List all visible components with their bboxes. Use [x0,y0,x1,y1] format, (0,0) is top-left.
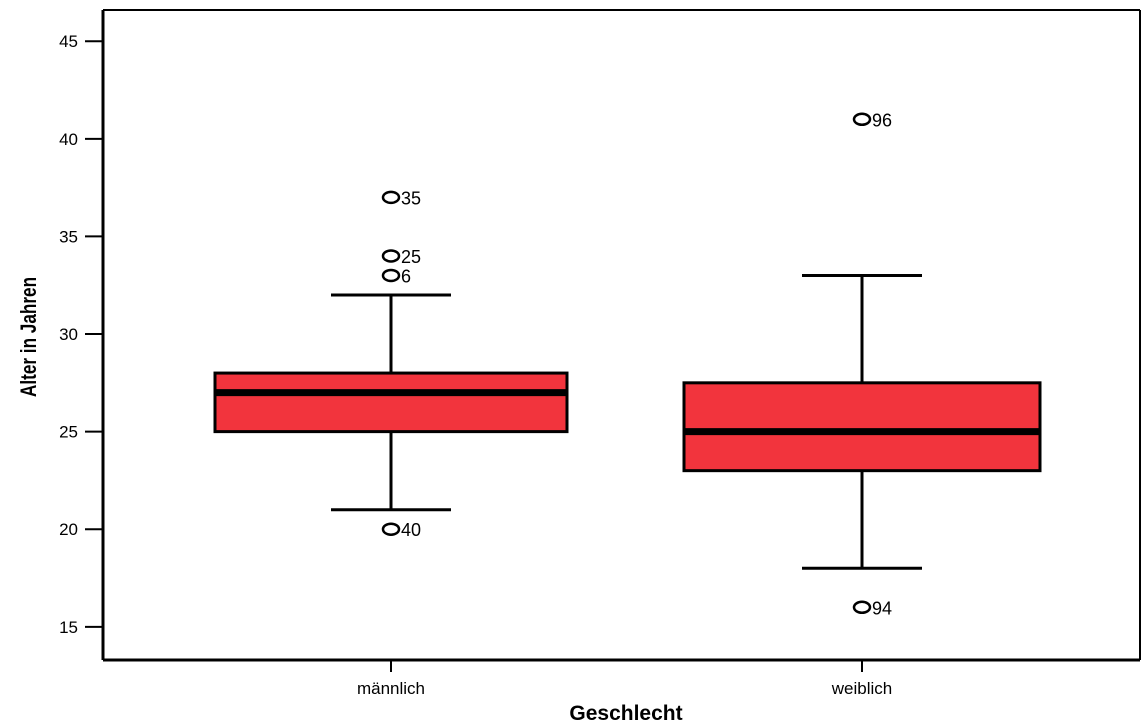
iqr-box [213,371,569,434]
outlier-label: 6 [401,266,411,286]
box-weiblich: 96 94 [682,110,1042,618]
x-tick-label: männlich [357,679,425,698]
y-axis-title: Alter in Jahren [17,277,42,397]
y-tick-label: 15 [59,618,78,637]
y-tick-label: 35 [59,227,78,246]
outlier-marker [381,522,401,536]
outlier-label: 35 [401,188,421,208]
iqr-box [682,381,1042,473]
y-tick-label: 30 [59,325,78,344]
outlier-label: 25 [401,247,421,267]
outlier-label: 40 [401,520,421,540]
outlier-marker [381,268,401,283]
outlier-label: 94 [872,598,892,618]
outlier-marker [852,112,872,127]
y-tick-label: 40 [59,130,78,149]
y-tick-label: 25 [59,423,78,442]
y-tick-label: 20 [59,520,78,539]
x-axis-title: Geschlecht [569,702,682,724]
outlier-marker [381,190,401,205]
y-tick-label: 45 [59,32,78,51]
outlier-label: 96 [872,110,892,130]
outlier-marker [381,249,401,263]
boxes: 35 256 40 96 94 [213,110,1042,618]
axes: 15 20 25 30 35 40 45 männlich weiblich [59,9,1141,698]
x-tick-label: weiblich [831,679,892,698]
box-männlich: 35 256 40 [213,188,569,540]
outlier-marker [852,600,872,615]
